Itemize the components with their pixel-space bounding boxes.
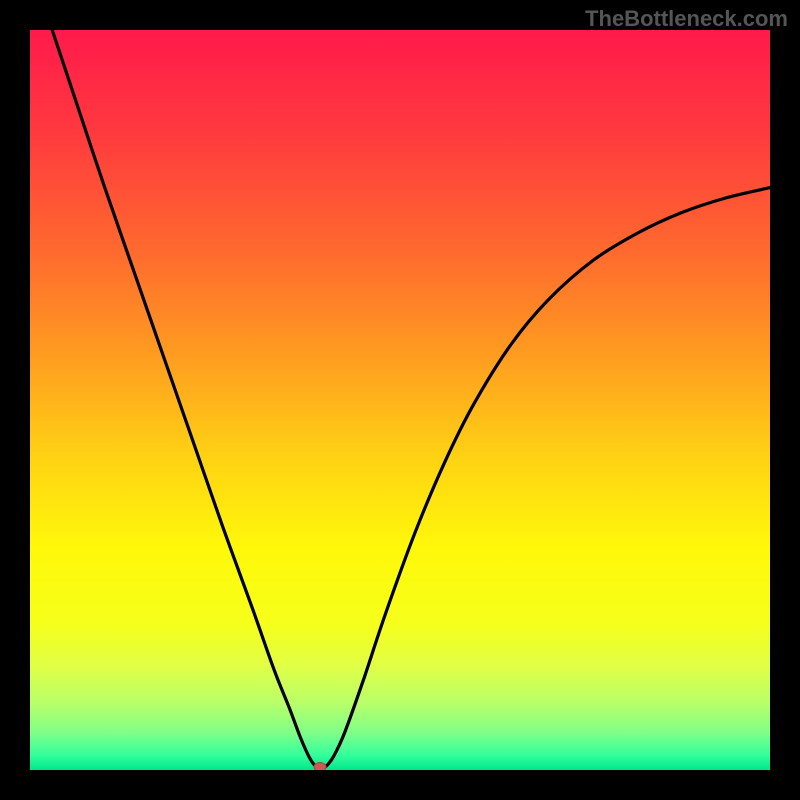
- watermark-text: TheBottleneck.com: [585, 6, 788, 32]
- plot-area: [30, 30, 770, 770]
- minimum-marker: [314, 762, 327, 770]
- bottleneck-curve: [30, 30, 770, 770]
- chart-container: TheBottleneck.com: [0, 0, 800, 800]
